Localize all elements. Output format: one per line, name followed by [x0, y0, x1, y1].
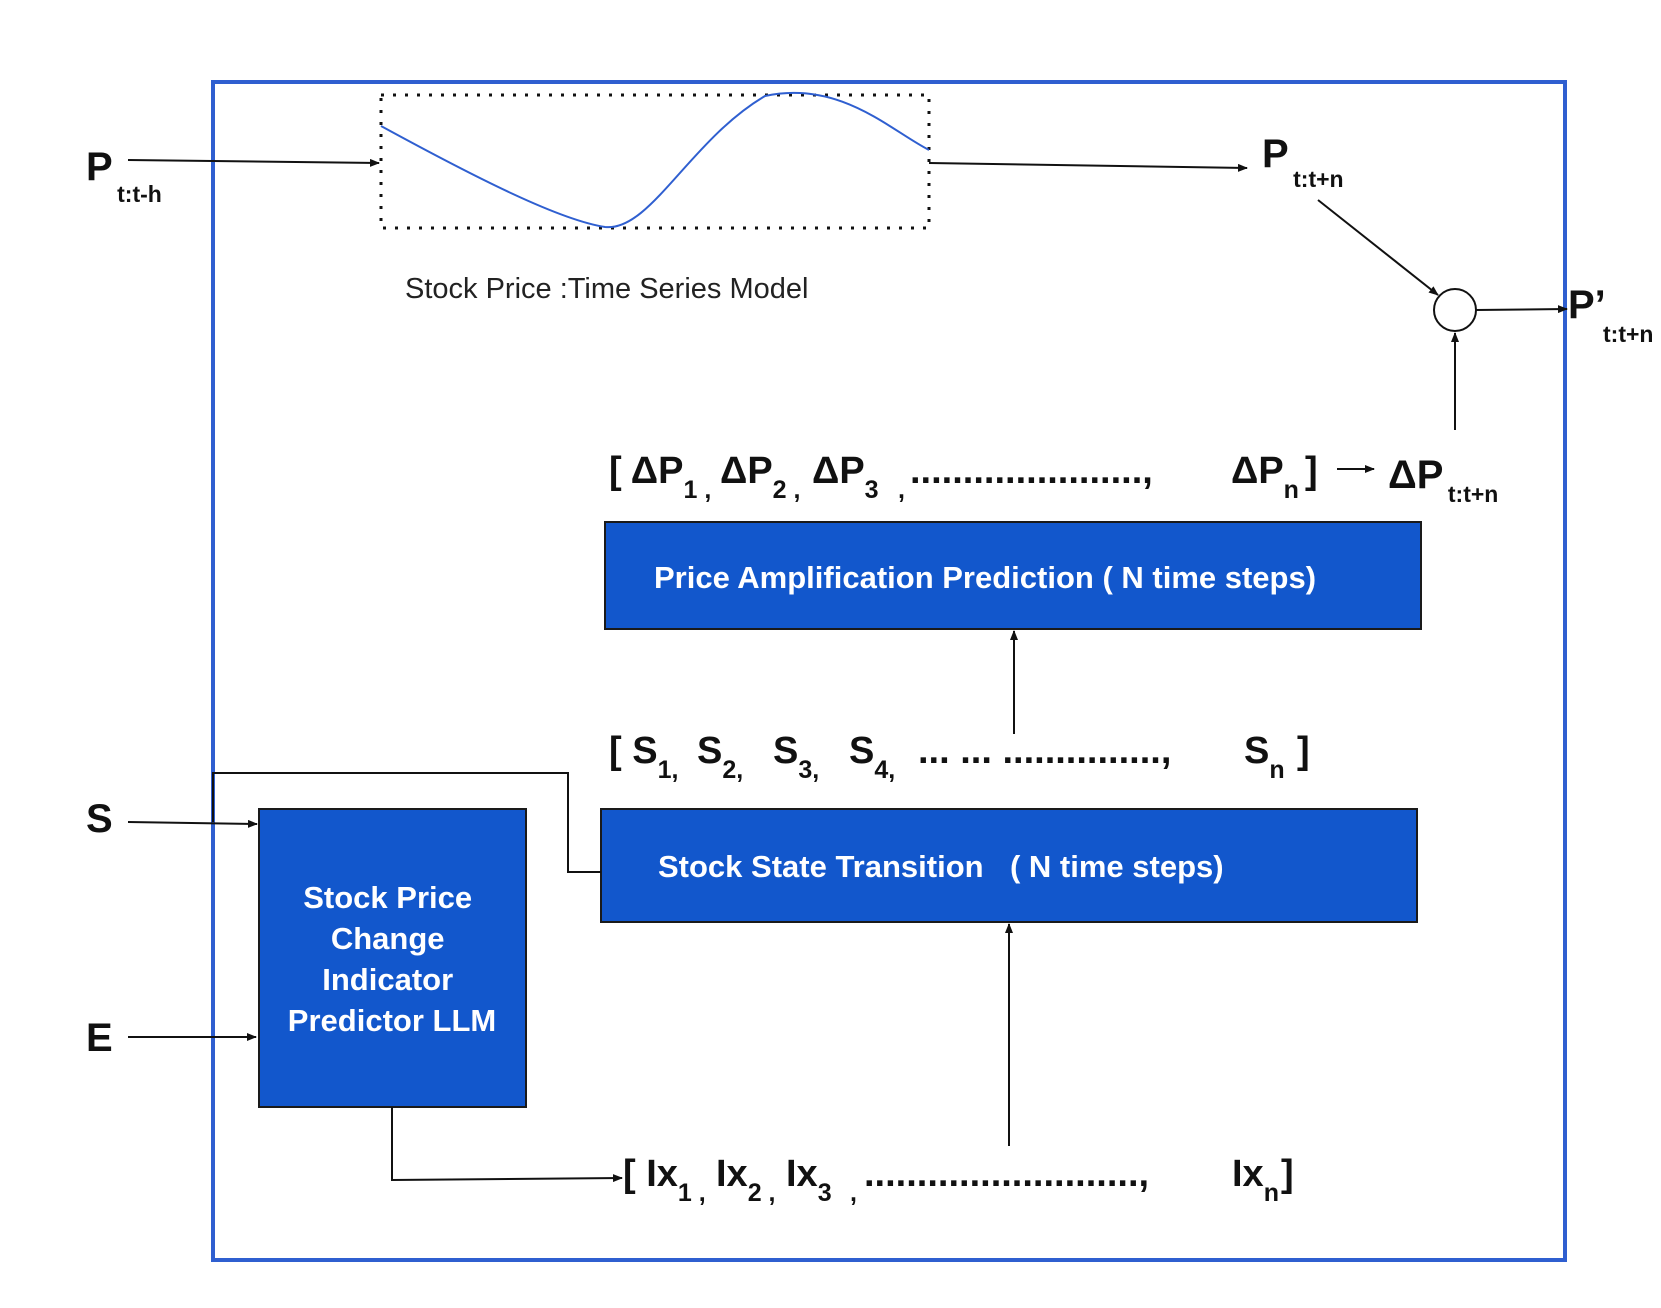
- arrow-p-pred-to-combine: [1317, 199, 1439, 296]
- transition-box: [600, 808, 1418, 923]
- arrow-combine-to-output: [1475, 305, 1568, 314]
- arrow-s-to-llm: [127, 819, 258, 828]
- dp-item-2: ΔP2 ,: [720, 450, 800, 504]
- dp-item-1: [ ΔP1 ,: [609, 450, 711, 504]
- s-sequence: [ S1, S2, S3, S4, ... ... ..............…: [609, 730, 1310, 787]
- llm-label: Stock Price Change Indicator Predictor L…: [288, 880, 496, 1038]
- dp-close-bracket: ]: [1305, 450, 1318, 492]
- dp-dots: ......................,: [910, 450, 1153, 492]
- llm-box: [258, 808, 527, 1108]
- s-item-3: S3,: [773, 730, 819, 784]
- input-s: S: [86, 797, 113, 841]
- s-item-n: Sn: [1244, 730, 1285, 784]
- arrow-p-history: [127, 158, 380, 167]
- ix-sequence: [ Ix1 , Ix2 , Ix3 , ....................…: [623, 1153, 1294, 1210]
- output-dp-total: ΔP t:t+n: [1388, 453, 1498, 507]
- input-p-history: P t:t-h: [86, 145, 162, 207]
- arrow-llm-to-ix: [391, 1107, 623, 1183]
- s-item-4: S4,: [849, 730, 895, 784]
- s-dots: ... ... ...............,: [918, 730, 1171, 772]
- outer-frame: [211, 80, 1567, 1262]
- combine-node: [1433, 288, 1477, 332]
- ix-item-1: [ Ix1 ,: [623, 1153, 706, 1207]
- s-item-1: [ S1,: [609, 730, 678, 784]
- dp-item-3: ΔP3: [812, 450, 879, 504]
- output-p-final: P’ t:t+n: [1568, 283, 1653, 347]
- amplification-box: [604, 521, 1422, 630]
- ix-item-3: Ix3: [786, 1153, 832, 1207]
- time-series-model-box: [379, 93, 931, 230]
- line-s-to-transition: [212, 772, 601, 873]
- ix-item-n: Ixn: [1232, 1153, 1279, 1207]
- ix-dots: ..........................,: [864, 1153, 1149, 1195]
- arrow-to-p-pred: [928, 162, 1248, 172]
- ix-item-sep: ,: [850, 1179, 857, 1207]
- s-item-2: S2,: [697, 730, 743, 784]
- ix-item-2: Ix2 ,: [716, 1153, 776, 1207]
- transition-label: Stock State Transition ( N time steps): [658, 849, 1224, 884]
- input-e: E: [86, 1016, 113, 1060]
- time-series-caption: Stock Price :Time Series Model: [405, 273, 808, 305]
- price-curve: [380, 91, 930, 229]
- dp-item-n: ΔPn: [1231, 450, 1299, 504]
- s-close-bracket: ]: [1297, 730, 1310, 772]
- dp-sequence: [ ΔP1 , ΔP2 , ΔP3 , ....................…: [609, 450, 1318, 507]
- amplification-label: Price Amplification Prediction ( N time …: [654, 560, 1316, 595]
- ix-close-bracket: ]: [1281, 1153, 1294, 1195]
- output-p-pred: P t:t+n: [1262, 132, 1344, 192]
- dp-item-sep: ,: [898, 476, 905, 504]
